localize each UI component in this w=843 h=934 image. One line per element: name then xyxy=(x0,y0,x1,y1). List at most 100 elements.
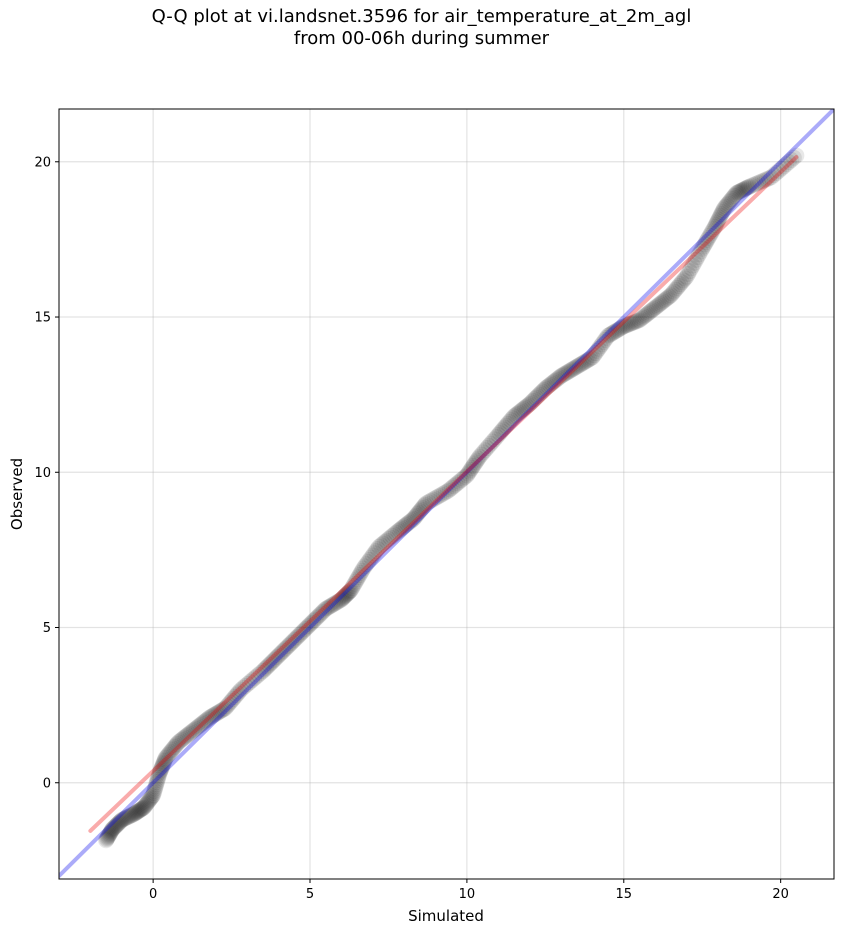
data-point xyxy=(148,774,165,791)
data-point xyxy=(397,517,414,534)
data-point xyxy=(273,644,290,661)
data-point xyxy=(617,317,634,334)
data-point xyxy=(116,810,133,827)
data-point xyxy=(283,635,300,652)
data-point xyxy=(780,154,797,171)
y-tick-label: 0 xyxy=(43,776,51,791)
data-point xyxy=(173,731,190,748)
data-point xyxy=(531,386,548,403)
data-point xyxy=(101,825,118,842)
data-point xyxy=(560,363,577,380)
data-point xyxy=(750,174,767,191)
data-point xyxy=(559,364,576,381)
data-point xyxy=(376,534,393,551)
data-point xyxy=(673,274,690,291)
data-point xyxy=(337,587,354,604)
data-point xyxy=(429,489,446,506)
data-point xyxy=(408,507,425,524)
data-point xyxy=(609,322,626,339)
data-point xyxy=(252,664,269,681)
data-point xyxy=(184,723,201,740)
data-point xyxy=(534,383,551,400)
data-point xyxy=(467,454,484,471)
data-point xyxy=(361,551,378,568)
data-point xyxy=(139,794,156,811)
data-point xyxy=(254,662,271,679)
data-point xyxy=(548,371,565,388)
data-point xyxy=(386,526,403,543)
data-point xyxy=(659,289,676,306)
data-point xyxy=(763,169,780,186)
data-point xyxy=(453,472,470,489)
data-point xyxy=(250,666,267,683)
data-point xyxy=(568,358,585,375)
data-point xyxy=(125,806,142,823)
data-point xyxy=(231,683,248,700)
data-point xyxy=(298,619,315,636)
data-point xyxy=(150,769,167,786)
data-point xyxy=(182,724,199,741)
data-point xyxy=(120,808,137,825)
data-point xyxy=(148,776,165,793)
data-point xyxy=(176,729,193,746)
data-point xyxy=(623,315,640,332)
data-point xyxy=(140,793,157,810)
data-point xyxy=(740,179,757,196)
data-point xyxy=(706,218,723,235)
data-point xyxy=(611,321,628,338)
data-point xyxy=(151,765,168,782)
data-point xyxy=(695,238,712,255)
data-point xyxy=(662,287,679,304)
data-point xyxy=(130,803,147,820)
data-point xyxy=(278,639,295,656)
data-point xyxy=(342,582,359,599)
data-point xyxy=(402,513,419,530)
data-point xyxy=(722,192,739,209)
data-point xyxy=(719,195,736,212)
data-point xyxy=(239,676,256,693)
data-point xyxy=(132,801,149,818)
data-point xyxy=(158,748,175,765)
data-point xyxy=(465,458,482,475)
data-point xyxy=(443,479,460,496)
data-point xyxy=(174,730,191,747)
data-point xyxy=(196,713,213,730)
data-point xyxy=(697,234,714,251)
data-point xyxy=(189,719,206,736)
data-point xyxy=(701,227,718,244)
data-point xyxy=(369,540,386,557)
data-point xyxy=(447,476,464,493)
data-point xyxy=(735,181,752,198)
data-point xyxy=(457,468,474,485)
data-point xyxy=(716,200,733,217)
data-point xyxy=(166,739,183,756)
data-point xyxy=(598,329,615,346)
data-point xyxy=(724,189,741,206)
data-point xyxy=(228,687,245,704)
data-point xyxy=(625,314,642,331)
data-point xyxy=(131,802,148,819)
data-point xyxy=(445,478,462,495)
data-point xyxy=(331,592,348,609)
data-point xyxy=(684,257,701,274)
data-point xyxy=(99,828,116,845)
data-point xyxy=(351,567,368,584)
data-point xyxy=(414,499,431,516)
data-point xyxy=(486,431,503,448)
data-point xyxy=(336,588,353,605)
data-point xyxy=(518,398,535,415)
data-point xyxy=(758,171,775,188)
data-point xyxy=(637,307,654,324)
data-point xyxy=(374,535,391,552)
data-point xyxy=(441,481,458,498)
data-point xyxy=(162,743,179,760)
data-point xyxy=(498,417,515,434)
data-point xyxy=(262,655,279,672)
data-point xyxy=(225,690,242,707)
data-point xyxy=(109,816,126,833)
data-point xyxy=(756,172,773,189)
data-point xyxy=(783,151,800,168)
data-point xyxy=(607,322,624,339)
data-point xyxy=(286,631,303,648)
data-point xyxy=(604,324,621,341)
